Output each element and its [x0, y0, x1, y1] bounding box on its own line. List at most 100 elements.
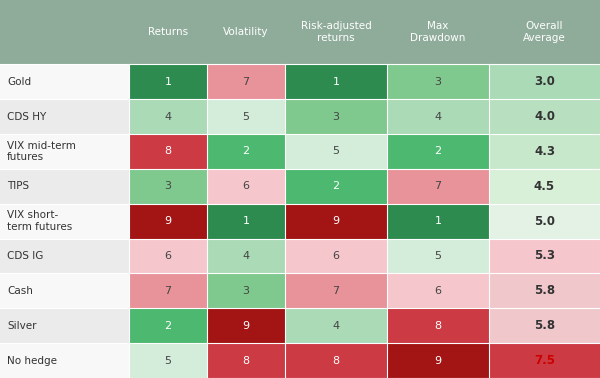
Text: VIX mid-term
futures: VIX mid-term futures	[7, 141, 76, 162]
Bar	[387, 273, 489, 308]
Bar	[285, 239, 387, 273]
Bar	[207, 99, 285, 134]
Bar	[207, 308, 285, 343]
Text: Returns: Returns	[148, 27, 188, 37]
Text: 5.8: 5.8	[534, 319, 555, 332]
Bar	[129, 64, 207, 99]
Bar	[285, 169, 387, 204]
Text: Cash: Cash	[7, 286, 33, 296]
Bar	[0, 134, 129, 169]
Text: 9: 9	[434, 356, 442, 366]
Text: 1: 1	[434, 216, 442, 226]
Bar	[285, 273, 387, 308]
Text: 9: 9	[164, 216, 172, 226]
Bar	[387, 239, 489, 273]
Bar	[207, 64, 285, 99]
Bar	[489, 343, 600, 378]
Bar	[285, 308, 387, 343]
Bar	[129, 169, 207, 204]
Bar	[129, 134, 207, 169]
Bar	[0, 0, 600, 64]
Text: 5.8: 5.8	[534, 284, 555, 297]
Text: 7: 7	[164, 286, 172, 296]
Bar	[285, 99, 387, 134]
Bar	[129, 204, 207, 239]
Text: 4.3: 4.3	[534, 145, 555, 158]
Text: 2: 2	[434, 146, 442, 156]
Bar	[489, 134, 600, 169]
Text: 4.5: 4.5	[534, 180, 555, 193]
Bar	[489, 273, 600, 308]
Bar	[207, 204, 285, 239]
Text: 5: 5	[242, 112, 250, 122]
Bar	[129, 343, 207, 378]
Bar	[387, 134, 489, 169]
Text: No hedge: No hedge	[7, 356, 57, 366]
Text: 4: 4	[434, 112, 442, 122]
Bar	[0, 308, 129, 343]
Text: 4.0: 4.0	[534, 110, 555, 123]
Text: CDS IG: CDS IG	[7, 251, 44, 261]
Bar	[285, 343, 387, 378]
Bar	[387, 343, 489, 378]
Bar	[489, 169, 600, 204]
Text: Silver: Silver	[7, 321, 37, 331]
Bar	[285, 134, 387, 169]
Bar	[489, 64, 600, 99]
Bar	[0, 169, 129, 204]
Text: VIX short-
term futures: VIX short- term futures	[7, 210, 73, 232]
Text: 4: 4	[332, 321, 340, 331]
Text: 6: 6	[164, 251, 172, 261]
Bar	[207, 239, 285, 273]
Bar	[489, 99, 600, 134]
Text: 3: 3	[434, 77, 442, 87]
Text: 5: 5	[332, 146, 340, 156]
Bar	[387, 169, 489, 204]
Text: 7: 7	[434, 181, 442, 191]
Bar	[129, 273, 207, 308]
Bar	[285, 64, 387, 99]
Bar	[207, 134, 285, 169]
Bar	[489, 204, 600, 239]
Bar	[0, 343, 129, 378]
Bar	[387, 308, 489, 343]
Text: 2: 2	[242, 146, 250, 156]
Text: 5: 5	[164, 356, 172, 366]
Text: 8: 8	[164, 146, 172, 156]
Bar	[285, 204, 387, 239]
Text: 1: 1	[242, 216, 250, 226]
Text: 1: 1	[332, 77, 340, 87]
Text: 6: 6	[242, 181, 250, 191]
Bar	[0, 239, 129, 273]
Text: Max
Drawdown: Max Drawdown	[410, 21, 466, 43]
Bar	[0, 99, 129, 134]
Text: 3.0: 3.0	[534, 75, 555, 88]
Bar	[387, 99, 489, 134]
Bar	[207, 273, 285, 308]
Bar	[129, 99, 207, 134]
Text: 4: 4	[164, 112, 172, 122]
Text: 8: 8	[332, 356, 340, 366]
Text: 8: 8	[434, 321, 442, 331]
Text: Overall
Average: Overall Average	[523, 21, 566, 43]
Text: 6: 6	[434, 286, 442, 296]
Text: 2: 2	[164, 321, 172, 331]
Text: Risk-adjusted
returns: Risk-adjusted returns	[301, 21, 371, 43]
Bar	[207, 343, 285, 378]
Bar	[0, 64, 129, 99]
Text: 3: 3	[332, 112, 340, 122]
Text: CDS HY: CDS HY	[7, 112, 46, 122]
Bar	[207, 169, 285, 204]
Bar	[129, 239, 207, 273]
Bar	[0, 204, 129, 239]
Text: 9: 9	[242, 321, 250, 331]
Text: 7: 7	[242, 77, 250, 87]
Text: 3: 3	[242, 286, 250, 296]
Text: 5: 5	[434, 251, 442, 261]
Bar	[387, 204, 489, 239]
Bar	[489, 239, 600, 273]
Bar	[489, 308, 600, 343]
Text: 4: 4	[242, 251, 250, 261]
Bar	[129, 308, 207, 343]
Text: 5.0: 5.0	[534, 215, 555, 228]
